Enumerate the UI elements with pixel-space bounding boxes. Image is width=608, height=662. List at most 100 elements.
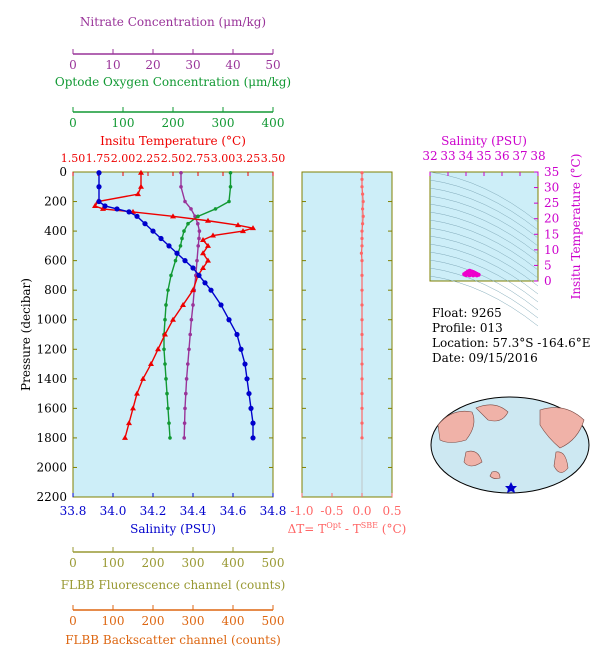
temperature-point xyxy=(100,205,106,211)
pressure-tick-label: 2000 xyxy=(36,460,67,474)
delta-t-point xyxy=(360,391,364,396)
nitrate-point xyxy=(183,406,187,411)
temperature-point xyxy=(138,183,144,189)
ts-density-contour xyxy=(429,219,539,271)
delta-t-point xyxy=(360,229,364,233)
salinity-point xyxy=(226,317,232,323)
nitrate-point xyxy=(189,317,194,322)
pressure-tick-label: 1800 xyxy=(36,431,67,445)
delta-t-point xyxy=(360,406,364,410)
delta-t-point xyxy=(361,207,365,211)
salinity-point xyxy=(158,235,164,242)
temperature-point xyxy=(122,434,128,440)
salinity-point xyxy=(250,435,256,441)
temperature-point xyxy=(155,346,161,352)
nitrate-point xyxy=(182,436,186,440)
temperature-point xyxy=(180,301,186,307)
oxygen-point xyxy=(168,436,172,440)
delta-t-point xyxy=(360,177,364,181)
delta-t-point xyxy=(360,244,364,248)
ts-density-contour xyxy=(429,179,539,231)
fluorescence-tick-label: 400 xyxy=(222,556,245,570)
salinity-point xyxy=(244,376,250,382)
delta-t-point xyxy=(360,288,364,292)
nitrate-tick-label: 0 xyxy=(69,58,77,72)
oxygen-point xyxy=(186,221,190,226)
ts-density-contour xyxy=(429,267,539,319)
salinity-point xyxy=(218,302,224,308)
delta-t-point xyxy=(360,377,364,381)
backscatter-tick-label: 500 xyxy=(262,614,285,628)
salinity-tick-label: 33.8 xyxy=(60,504,87,518)
ts-density-contour xyxy=(429,227,539,279)
nitrate-point xyxy=(184,377,189,381)
oxygen-point xyxy=(164,303,168,307)
ts-density-contour xyxy=(429,187,539,239)
salinity-point xyxy=(234,331,240,338)
ts-plot-area xyxy=(429,171,539,282)
temperature-point xyxy=(250,225,256,231)
temperature-tick-label: 2.75 xyxy=(186,152,211,165)
ts-y-tick-label: 10 xyxy=(544,243,559,257)
ts-y-tick-label: 30 xyxy=(544,181,559,195)
map-landmass xyxy=(437,411,475,443)
delta-t-point xyxy=(361,199,365,204)
temperature-point xyxy=(205,242,211,248)
temperature-point xyxy=(140,375,146,381)
temperature-axis-title: Insitu Temperature (°C) xyxy=(100,134,246,148)
oxygen-point xyxy=(178,244,183,248)
oxygen-point xyxy=(196,214,200,219)
salinity-point xyxy=(182,258,188,264)
oxygen-point xyxy=(173,258,178,263)
temperature-tick-label: 1.50 xyxy=(61,152,86,165)
salinity-point xyxy=(126,209,132,215)
ts-y-tick-label: 25 xyxy=(544,196,559,210)
map-landmass xyxy=(463,450,483,467)
pressure-tick-label: 600 xyxy=(44,254,67,268)
nitrate-point xyxy=(197,229,202,233)
ts-x-tick-label: 32 xyxy=(422,149,437,163)
ts-density-contour xyxy=(429,235,539,287)
backscatter-tick-label: 0 xyxy=(69,614,77,628)
delta-t-point xyxy=(361,192,365,196)
fluorescence-tick-label: 0 xyxy=(69,556,77,570)
nitrate-tick-label: 10 xyxy=(105,58,120,72)
nitrate-tick-label: 20 xyxy=(145,58,160,72)
pressure-tick-label: 0 xyxy=(59,165,67,179)
ts-y-tick-label: 5 xyxy=(544,258,552,272)
salinity-point xyxy=(96,170,102,176)
ts-density-contour xyxy=(429,195,539,247)
ts-y-tick-label: 0 xyxy=(544,274,552,288)
temperature-point xyxy=(134,390,140,396)
temperature-point xyxy=(148,361,154,367)
temperature-point xyxy=(205,257,211,263)
float-id: Float: 9265 xyxy=(432,306,502,320)
salinity-point xyxy=(166,243,172,249)
salinity-point xyxy=(150,228,156,234)
ts-y-axis-title: Insitu Temperature (°C) xyxy=(569,154,583,300)
salinity-tick-label: 34.4 xyxy=(180,504,207,518)
delta-t-point xyxy=(360,171,364,175)
oxygen-point xyxy=(165,391,169,396)
salinity-point xyxy=(196,272,202,279)
nitrate-point xyxy=(189,207,193,211)
pressure-tick-label: 2200 xyxy=(36,490,67,504)
fluorescence-axis-title: FLBB Fluorescence channel (counts) xyxy=(61,578,286,592)
nitrate-tick-label: 40 xyxy=(225,58,240,72)
salinity-axis-title: Salinity (PSU) xyxy=(130,522,216,536)
temperature-point xyxy=(170,316,176,322)
temperature-tick-label: 2.25 xyxy=(136,152,161,165)
salinity-point xyxy=(202,280,208,286)
temperature-point xyxy=(135,191,141,197)
salinity-point xyxy=(174,250,180,256)
salinity-point xyxy=(190,265,196,271)
map-landmass xyxy=(539,407,585,449)
delta-t-point xyxy=(360,303,364,307)
salinity-tick-label: 34.6 xyxy=(220,504,247,518)
nitrate-point xyxy=(186,362,190,366)
salinity-point xyxy=(102,203,108,209)
fluorescence-tick-label: 100 xyxy=(102,556,125,570)
ts-density-contour xyxy=(429,211,539,263)
delta-t-point xyxy=(360,421,364,425)
